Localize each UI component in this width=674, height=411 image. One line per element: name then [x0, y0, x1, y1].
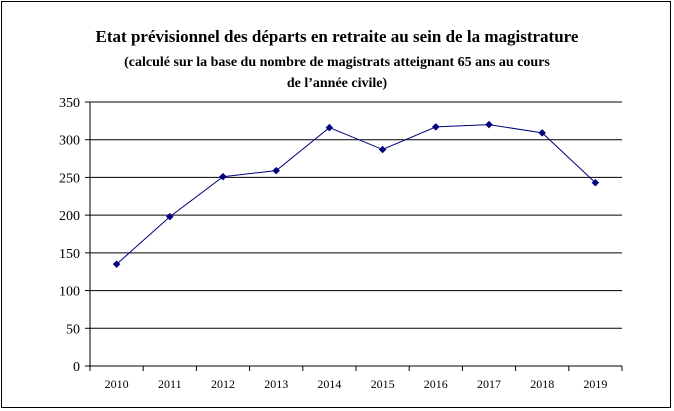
x-tick-label-2018: 2018: [530, 377, 554, 391]
x-tick-label-2010: 2010: [105, 377, 129, 391]
data-point-2018: [538, 129, 547, 137]
y-tick-label: 150: [59, 247, 80, 262]
data-point-2012: [219, 172, 227, 181]
data-point-2014: [325, 123, 334, 132]
x-tick-label-2012: 2012: [211, 377, 235, 391]
y-tick-label: 350: [59, 96, 80, 111]
y-tick-label: 100: [59, 285, 80, 300]
chart-title: Etat prévisionnel des départs en retrait…: [95, 27, 579, 46]
y-tick-label: 50: [66, 322, 80, 337]
x-tick-label-2011: 2011: [158, 377, 182, 391]
y-tick-label: 250: [59, 171, 80, 186]
data-point-2010: [112, 260, 121, 269]
x-tick-label-2013: 2013: [264, 377, 288, 391]
x-tick-label-2016: 2016: [424, 377, 448, 391]
data-point-2017: [485, 120, 493, 129]
chart-subtitle-line2: de l’année civile): [286, 76, 388, 91]
data-point-2013: [272, 166, 281, 175]
x-tick-label-2014: 2014: [317, 377, 341, 391]
y-tick-label: 0: [73, 360, 80, 375]
series-line-0: [116, 124, 596, 265]
data-point-2019: [591, 178, 600, 187]
plot-area: [90, 102, 622, 366]
x-tick-label-2015: 2015: [371, 377, 395, 391]
y-tick-label: 300: [59, 134, 80, 149]
y-tick-label: 200: [59, 209, 80, 224]
data-point-2011: [165, 212, 174, 221]
x-tick-label-2019: 2019: [583, 377, 607, 391]
data-point-2016: [431, 123, 440, 131]
x-tick-label-2017: 2017: [477, 377, 501, 391]
chart-subtitle-line1: (calculé sur la base du nombre de magist…: [124, 55, 550, 70]
data-point-2015: [378, 145, 387, 154]
